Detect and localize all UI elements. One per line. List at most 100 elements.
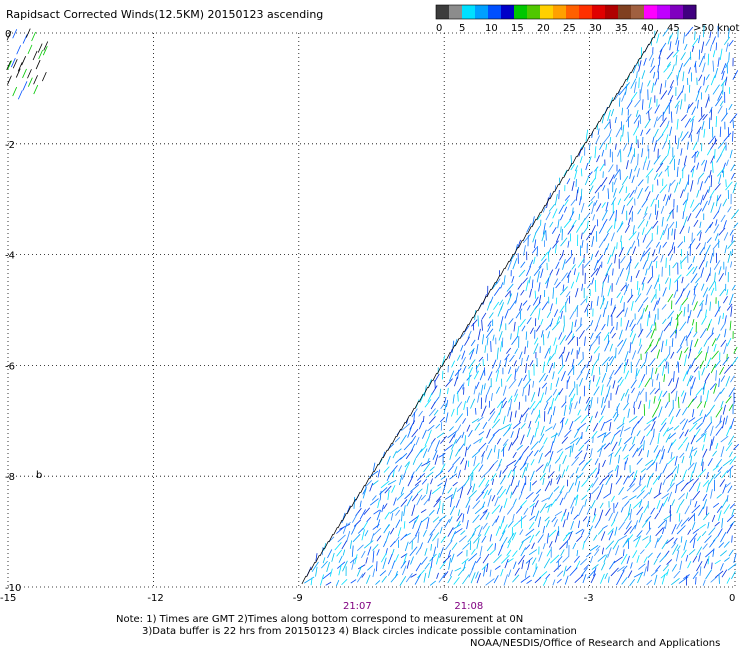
wind-vector (591, 365, 594, 376)
wind-vector (593, 259, 599, 271)
wind-vector (526, 223, 532, 233)
wind-vector (591, 430, 598, 439)
wind-vector (689, 446, 694, 458)
wind-vector (499, 424, 511, 431)
wind-vector-edge (360, 484, 365, 494)
wind-vector (671, 542, 677, 549)
wind-vector (613, 188, 617, 198)
wind-vector (639, 115, 642, 124)
wind-vector (481, 454, 484, 464)
wind-vector (586, 361, 590, 369)
wind-vector (687, 192, 689, 201)
wind-vector (608, 174, 615, 185)
wind-vector (694, 151, 696, 163)
wind-vector (488, 411, 496, 422)
wind-vector (727, 563, 737, 571)
wind-vector (554, 457, 561, 464)
wind-vector (506, 460, 517, 467)
wind-vector (449, 505, 456, 516)
wind-vector (445, 540, 453, 550)
wind-vector (573, 514, 579, 520)
wind-vector (461, 350, 466, 360)
wind-vector (657, 472, 662, 481)
wind-vector (676, 104, 679, 114)
wind-vector-edge (540, 204, 546, 214)
wind-vector (730, 173, 735, 180)
wind-vector-edge (315, 554, 320, 564)
wind-vector (616, 242, 618, 250)
wind-vector (504, 291, 511, 298)
colorbar-swatch (488, 5, 502, 19)
wind-vector (687, 462, 695, 471)
wind-vector (655, 527, 664, 537)
wind-vector (563, 491, 568, 500)
wind-vector (401, 511, 403, 522)
wind-vector (575, 560, 581, 570)
wind-vector (639, 388, 645, 396)
wind-vector (457, 509, 461, 516)
wind-vector (383, 524, 390, 534)
wind-vector (659, 117, 667, 128)
wind-vector (463, 400, 466, 411)
wind-vector (435, 495, 442, 503)
wind-vector (446, 399, 449, 408)
wind-vector (618, 97, 621, 107)
wind-vector (658, 245, 662, 254)
wind-vector (720, 446, 725, 458)
wind-vector (683, 306, 686, 317)
wind-vector (699, 246, 705, 256)
wind-vector (701, 531, 707, 537)
wind-vector (618, 454, 620, 464)
wind-vector (588, 344, 592, 352)
wind-vector (426, 483, 429, 495)
wind-vector (560, 512, 565, 522)
x-tick-label: -15 (0, 593, 16, 604)
wind-vector (509, 299, 517, 311)
wind-vector (473, 456, 477, 467)
wind-vector (720, 339, 727, 348)
wind-vector (710, 202, 715, 213)
wind-vector (725, 415, 728, 425)
wind-vector (341, 512, 346, 524)
wind-vector (412, 520, 416, 529)
wind-vector (574, 574, 584, 583)
wind-vector (408, 515, 419, 524)
wind-vector (544, 516, 550, 522)
wind-vector (701, 121, 705, 131)
wind-vector (629, 508, 633, 521)
wind-vector (351, 545, 354, 557)
wind-vector (726, 514, 735, 523)
wind-vector (672, 544, 679, 555)
wind-vector (619, 379, 624, 387)
wind-vector (681, 114, 687, 122)
wind-vector (704, 373, 710, 383)
wind-vector (686, 335, 688, 347)
wind-vector (638, 77, 640, 89)
wind-vector (612, 268, 614, 276)
wind-vector (513, 498, 517, 506)
wind-vector-edge (396, 428, 402, 438)
wind-vector (501, 397, 507, 404)
wind-vector (680, 390, 685, 397)
wind-vector (442, 555, 452, 564)
wind-vector (434, 440, 440, 452)
wind-vector (577, 409, 581, 416)
wind-vector (670, 388, 676, 394)
wind-vector (415, 562, 422, 572)
wind-vector (560, 310, 563, 320)
wind-vector (550, 382, 552, 391)
wind-vector (631, 333, 636, 345)
wind-vector (668, 407, 674, 417)
wind-vector (434, 454, 439, 465)
wind-vector (582, 574, 587, 584)
wind-vector (541, 230, 546, 242)
wind-vector (574, 415, 582, 422)
wind-vector (482, 522, 488, 530)
wind-vector (609, 422, 612, 431)
wind-vector-edge (558, 176, 564, 186)
wind-vector (663, 63, 671, 73)
wind-vector (433, 498, 441, 508)
wind-vector (607, 315, 609, 327)
wind-vector (656, 225, 659, 235)
wind-vector (468, 429, 473, 438)
